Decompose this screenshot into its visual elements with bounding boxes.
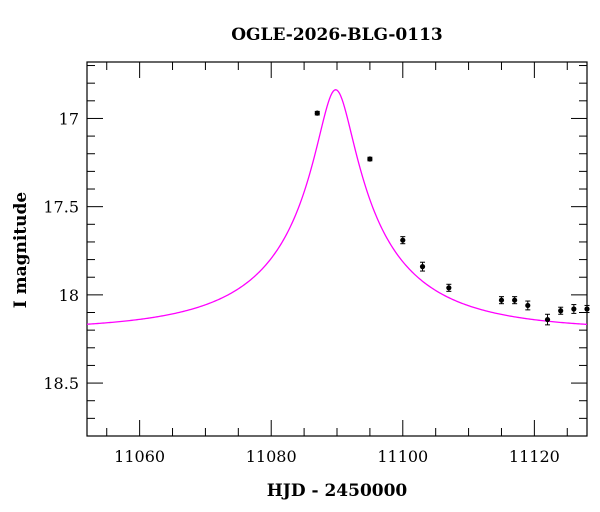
plot-frame xyxy=(86,61,588,437)
plot-area: 11060 11080 11100 11120 17 17.5 18 18.5 xyxy=(43,61,590,466)
model-curve xyxy=(86,89,588,326)
data-point xyxy=(446,285,452,291)
data-point xyxy=(558,308,564,314)
data-point xyxy=(584,306,590,312)
y-tick-label: 17 xyxy=(59,109,79,128)
data-point xyxy=(367,156,373,162)
y-tick-label: 17.5 xyxy=(43,198,79,217)
data-point xyxy=(498,297,505,303)
x-tick-label: 11100 xyxy=(377,447,428,466)
y-tick-label: 18.5 xyxy=(43,374,79,393)
y-tick-label: 18 xyxy=(59,286,79,305)
x-tick-label: 11120 xyxy=(509,447,560,466)
y-axis-label: I magnitude xyxy=(11,192,31,309)
x-axis-label: HJD - 2450000 xyxy=(267,481,408,501)
data-point xyxy=(314,110,320,116)
x-tick-label: 11060 xyxy=(114,447,165,466)
data-point xyxy=(525,302,531,309)
data-point xyxy=(544,316,551,323)
x-tick-label: 11080 xyxy=(246,447,297,466)
chart-title: OGLE-2026-BLG-0113 xyxy=(231,25,443,45)
data-point xyxy=(571,306,577,312)
data-point xyxy=(512,297,518,303)
data-point xyxy=(400,237,406,243)
data-point xyxy=(419,264,426,270)
